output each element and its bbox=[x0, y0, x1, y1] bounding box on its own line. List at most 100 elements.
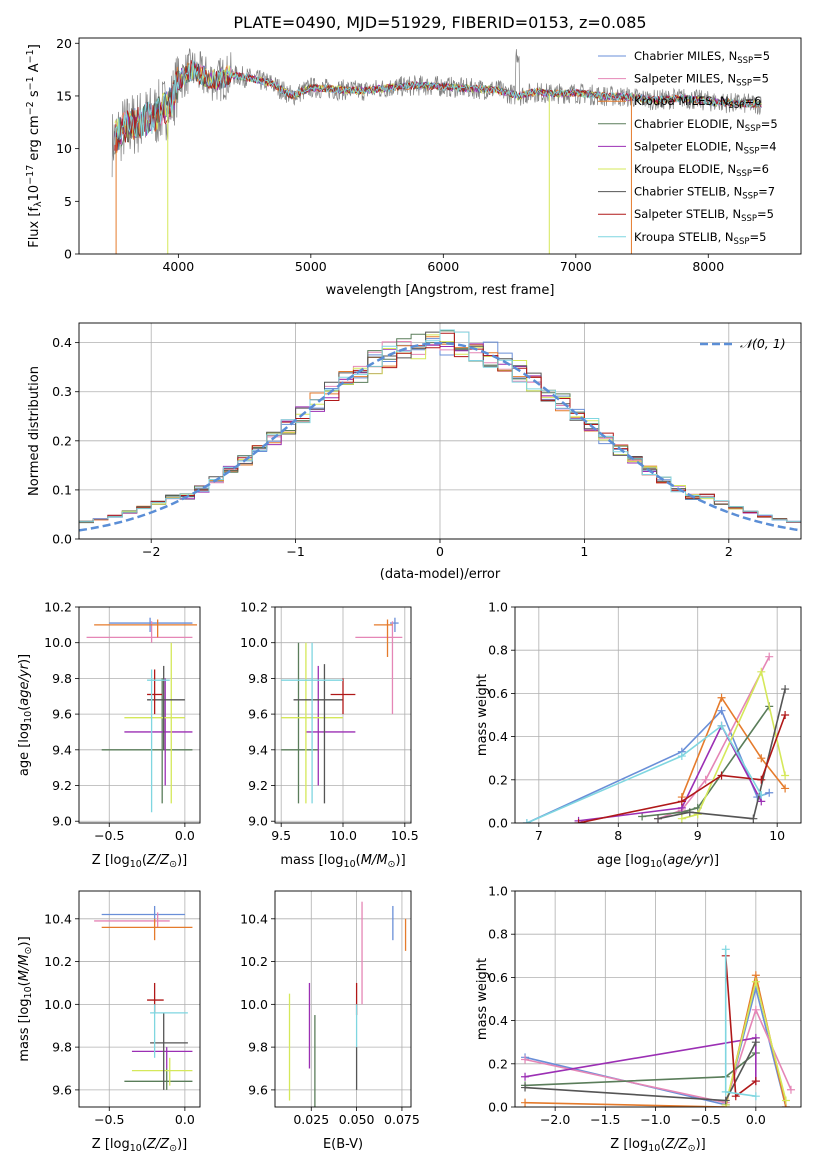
x-tick-label: 10.0 bbox=[329, 828, 357, 843]
panel-age-vs-mass: 9.5 10.0 10.5 9.0 9.2 9.4 9.6 9.8 10.0 10.2 mass [… bbox=[240, 600, 419, 871]
panel-mass-vs-EBV: 0.025 0.050 0.075 9.6 9.8 10.0 10.2 10.4 E(B-V) bbox=[240, 890, 420, 1152]
axes-frame bbox=[274, 606, 412, 824]
weight-marker bbox=[781, 784, 790, 793]
legend-entry-sub: SSP bbox=[742, 192, 758, 202]
axes-frame bbox=[514, 890, 802, 1108]
y-tick-label: 20 bbox=[56, 36, 72, 51]
x-axis-label-part: ( bbox=[660, 1137, 665, 1152]
legend-entry-suffix: =5 bbox=[752, 72, 769, 86]
weight-series-line bbox=[681, 669, 786, 820]
axes-frame bbox=[78, 37, 802, 255]
axes-frame bbox=[78, 890, 201, 1108]
x-tick-label: −2.0 bbox=[540, 1112, 570, 1127]
y-axis-label-part: mass weight bbox=[475, 674, 490, 756]
y-axis-label: Normed distribution bbox=[27, 366, 42, 496]
panel-age-vs-Z: −0.5 0.09.09.29.49.69.810.010.2Z [log10(Z… bbox=[17, 600, 201, 870]
spectrum-model-line bbox=[114, 60, 762, 145]
y-tick-label: 10.4 bbox=[44, 911, 72, 926]
y-axis-label-part: )] bbox=[17, 654, 32, 664]
x-axis-label: Z [log10(Z/Z⊙)] bbox=[610, 1137, 705, 1154]
axes-frame bbox=[274, 890, 412, 1108]
y-tick-label: 0.4 bbox=[488, 729, 508, 744]
panel-spectrum: 4000 5000 6000 7000 8000 0 5 10 15 20 Chabrier MIL… bbox=[25, 36, 802, 298]
weight-series-line bbox=[657, 656, 770, 820]
y-tick-label: 10.0 bbox=[240, 635, 268, 650]
x-tick-label: 0.0 bbox=[175, 1112, 195, 1127]
legend-entry-label: Chabrier ELODIE, N bbox=[634, 117, 745, 131]
weight-marker bbox=[701, 775, 710, 784]
x-axis-label-part: (data-model)/error bbox=[380, 567, 501, 582]
y-axis-label-part: ] bbox=[27, 44, 42, 49]
y-axis-label-part: −1 bbox=[25, 76, 36, 90]
legend-entry: Salpeter STELIB, NSSP=5 bbox=[634, 207, 774, 224]
legend-entry-suffix: =5 bbox=[753, 49, 770, 63]
legend-entry-suffix: =5 bbox=[749, 230, 766, 244]
weight-marker bbox=[751, 1077, 760, 1086]
histogram-step bbox=[79, 329, 801, 523]
x-tick-label: 7 bbox=[535, 828, 543, 843]
y-axis-label-part: M/M bbox=[17, 954, 32, 981]
y-tick-label: 10.2 bbox=[44, 954, 72, 969]
y-axis-label-part: ( bbox=[17, 981, 32, 986]
y-tick-label: 15 bbox=[56, 88, 72, 103]
legend-entry: Chabrier MILES, NSSP=5 bbox=[634, 49, 770, 66]
x-axis-label-part: ⊙ bbox=[169, 1143, 177, 1154]
y-axis-label-part: 10 bbox=[23, 711, 34, 723]
y-tick-label: 10.2 bbox=[44, 600, 72, 615]
y-tick-label: 9.6 bbox=[52, 1082, 72, 1097]
weight-marker bbox=[751, 977, 760, 986]
y-axis-label: mass weight bbox=[475, 958, 490, 1040]
weight-marker bbox=[751, 1038, 760, 1047]
y-tick-label: 0.6 bbox=[488, 686, 508, 701]
y-axis-label-part: A bbox=[27, 63, 42, 76]
legend-entry: Kroupa STELIB, NSSP=5 bbox=[634, 230, 766, 247]
weight-marker bbox=[751, 1092, 760, 1101]
x-axis-label-part: ⊙ bbox=[688, 1143, 696, 1154]
x-tick-label: 8000 bbox=[692, 259, 724, 274]
legend-entry-sub: SSP bbox=[736, 169, 752, 179]
y-axis-label-part: age [log bbox=[17, 723, 32, 776]
weight-marker bbox=[522, 819, 531, 823]
x-axis-label-part: )] bbox=[696, 1137, 706, 1152]
weight-marker bbox=[717, 693, 726, 702]
y-axis-label-part: λ bbox=[33, 201, 44, 207]
x-tick-label: 6000 bbox=[427, 259, 459, 274]
legend-entry-suffix: =6 bbox=[752, 162, 769, 176]
y-tick-label: 9.8 bbox=[52, 1040, 72, 1055]
x-tick-label: 0 bbox=[436, 544, 444, 559]
y-tick-label: 9.6 bbox=[52, 707, 72, 722]
y-tick-label: 0.8 bbox=[488, 927, 508, 942]
weight-marker bbox=[757, 790, 766, 799]
weight-marker bbox=[781, 1096, 790, 1105]
weight-marker bbox=[721, 945, 730, 954]
x-axis-label-part: Z/Z bbox=[146, 1137, 170, 1152]
axes-frame bbox=[514, 606, 802, 824]
legend-entry: Kroupa ELODIE, NSSP=6 bbox=[634, 162, 769, 179]
x-axis-label: E(B-V) bbox=[323, 1137, 363, 1152]
y-tick-label: 0.3 bbox=[52, 384, 72, 399]
weight-marker bbox=[765, 652, 774, 661]
x-axis-label-part: 10 bbox=[130, 1143, 142, 1154]
axes-frame bbox=[78, 322, 802, 540]
weight-marker bbox=[781, 771, 790, 780]
weight-series-line bbox=[526, 724, 762, 823]
y-tick-label: 0.2 bbox=[52, 433, 72, 448]
y-axis-label-part: mass [log bbox=[17, 998, 32, 1061]
x-axis-label-part: 10 bbox=[648, 1143, 660, 1154]
weight-series-line bbox=[578, 724, 763, 822]
x-tick-label: 2 bbox=[725, 544, 733, 559]
weight-marker bbox=[751, 1005, 760, 1014]
x-tick-label: 9 bbox=[694, 828, 702, 843]
weight-marker bbox=[717, 771, 726, 780]
weight-marker bbox=[685, 808, 694, 817]
legend-entry-label: Chabrier MILES, N bbox=[634, 49, 737, 63]
y-tick-label: 9.0 bbox=[248, 814, 268, 829]
x-axis-label-part: Z [log bbox=[610, 1137, 648, 1152]
y-tick-label: 10.2 bbox=[240, 600, 268, 615]
y-tick-label: 9.0 bbox=[52, 814, 72, 829]
y-tick-label: 9.2 bbox=[248, 778, 268, 793]
x-axis-label-part: Z [log bbox=[92, 1137, 130, 1152]
legend-entry: Chabrier ELODIE, NSSP=5 bbox=[634, 117, 778, 134]
weight-series-line bbox=[524, 1036, 757, 1082]
y-tick-label: 10 bbox=[56, 141, 72, 156]
